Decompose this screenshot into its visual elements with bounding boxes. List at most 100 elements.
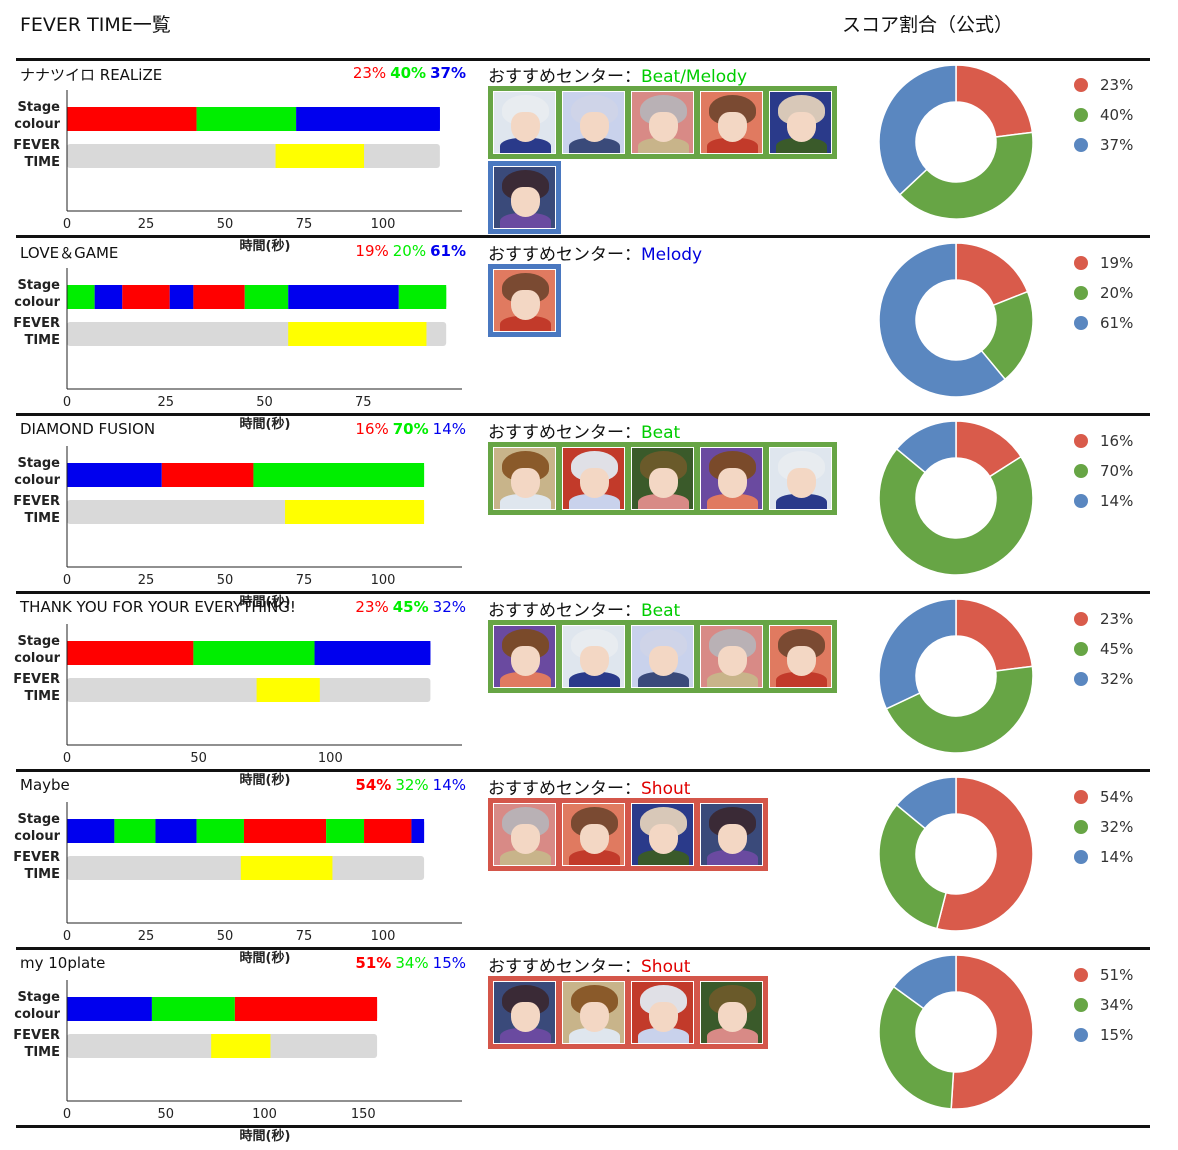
x-axis-label: 時間(秒) (240, 950, 291, 966)
x-tick-label: 0 (63, 573, 71, 588)
character-card[interactable] (493, 447, 556, 510)
character-outfit (569, 138, 620, 153)
character-face (511, 112, 540, 142)
donut-slice (895, 776, 957, 830)
character-outfit (707, 494, 758, 509)
character-card[interactable] (700, 91, 763, 154)
percent-label-blue: 14% (432, 420, 466, 438)
donut-legend: 23% 45% 32% (1074, 604, 1133, 694)
character-card[interactable] (493, 269, 556, 332)
divider-rule (16, 235, 1150, 238)
character-card[interactable] (562, 981, 625, 1044)
character-outfit (638, 138, 689, 153)
legend-dot (1074, 820, 1088, 834)
stage-colour-segment (234, 997, 378, 1021)
y-axis-label: FEVER (13, 316, 60, 331)
x-tick-label: 100 (318, 751, 343, 766)
character-outfit (500, 316, 551, 331)
song-row: Maybe 54% 32% 14% Stage colour FEVER TIME 0 25 50 7… (0, 772, 1178, 966)
character-outfit (707, 1028, 758, 1043)
character-card[interactable] (493, 625, 556, 688)
character-card[interactable] (769, 447, 832, 510)
recommended-cards (488, 798, 868, 873)
x-tick-label: 75 (296, 929, 313, 944)
character-outfit (707, 672, 758, 687)
donut-slice (955, 64, 1034, 138)
character-outfit (569, 850, 620, 865)
character-card[interactable] (631, 625, 694, 688)
donut-slice (878, 64, 957, 196)
legend-dot (1074, 494, 1088, 508)
recommended-center-prefix: おすすめセンター： (488, 601, 641, 621)
character-outfit (500, 138, 551, 153)
character-card[interactable] (562, 625, 625, 688)
character-card[interactable] (631, 803, 694, 866)
character-card[interactable] (769, 91, 832, 154)
legend-dot (1074, 316, 1088, 330)
legend-item: 23% (1074, 70, 1133, 100)
x-tick-label: 100 (371, 573, 396, 588)
character-outfit (569, 1028, 620, 1043)
y-axis-label: TIME (24, 1045, 60, 1060)
character-card[interactable] (700, 981, 763, 1044)
donut-slice (892, 954, 957, 1010)
legend-label: 23% (1100, 76, 1134, 94)
x-axis-label: 時間(秒) (240, 1128, 291, 1144)
recommended-center: おすすめセンター：Beat (488, 596, 680, 621)
percent-label-red: 23% (352, 64, 387, 82)
character-card[interactable] (493, 803, 556, 866)
stage-colour-segment (67, 107, 197, 131)
character-face (580, 468, 609, 498)
legend-dot (1074, 790, 1088, 804)
character-card[interactable] (631, 91, 694, 154)
stage-colour-segment (193, 641, 315, 665)
percent-label-green: 40% (390, 64, 427, 82)
card-group (488, 442, 837, 515)
legend-dot (1074, 968, 1088, 982)
fever-track (67, 678, 431, 702)
y-axis-label: Stage (18, 634, 61, 649)
stage-colour-segment (398, 285, 447, 309)
character-card[interactable] (700, 625, 763, 688)
character-outfit (500, 850, 551, 865)
stage-colour-segment (67, 285, 95, 309)
character-card[interactable] (562, 91, 625, 154)
character-face (718, 1002, 747, 1032)
divider-rule (16, 591, 1150, 594)
character-card[interactable] (562, 803, 625, 866)
fever-timeline-chart: Stage colour FEVER TIME 0 25 50 75 100 時間(秒) (13, 446, 462, 610)
character-outfit (776, 494, 827, 509)
stage-colour-segment (151, 997, 235, 1021)
legend-dot (1074, 78, 1088, 92)
song-title: ナナツイロ REALiZE (20, 66, 163, 84)
character-card[interactable] (562, 447, 625, 510)
legend-dot (1074, 672, 1088, 686)
y-axis-label: colour (14, 829, 60, 844)
legend-item: 61% (1074, 308, 1133, 338)
legend-dot (1074, 434, 1088, 448)
x-tick-label: 50 (190, 751, 207, 766)
legend-label: 45% (1100, 640, 1134, 658)
character-card[interactable] (631, 981, 694, 1044)
donut-slice (895, 420, 957, 474)
character-card[interactable] (493, 981, 556, 1044)
score-ratio-title: スコア割合（公式） (842, 14, 1014, 36)
recommended-center: おすすめセンター：Melody (488, 240, 702, 265)
character-card[interactable] (700, 803, 763, 866)
character-card[interactable] (493, 91, 556, 154)
y-axis-label: Stage (18, 278, 61, 293)
character-card[interactable] (769, 625, 832, 688)
character-face (787, 646, 816, 676)
donut-legend: 19% 20% 61% (1074, 248, 1133, 338)
y-axis-label: colour (14, 295, 60, 310)
character-face (511, 290, 540, 320)
character-card[interactable] (631, 447, 694, 510)
stage-colour-segment (296, 107, 440, 131)
x-axis-label: 時間(秒) (240, 594, 291, 610)
character-card[interactable] (700, 447, 763, 510)
percent-label-blue: 37% (430, 64, 466, 82)
character-card[interactable] (493, 166, 556, 229)
stage-colour-segment (244, 285, 289, 309)
x-tick-label: 50 (157, 1107, 174, 1122)
score-ratio-donut (878, 954, 1034, 1110)
